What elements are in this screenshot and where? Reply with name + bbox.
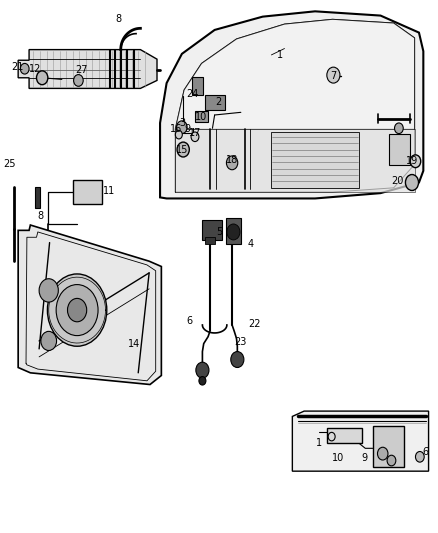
- Circle shape: [39, 279, 58, 302]
- Text: 14: 14: [128, 338, 140, 349]
- Circle shape: [227, 224, 240, 240]
- Text: 22: 22: [248, 319, 261, 329]
- Text: 24: 24: [187, 88, 199, 99]
- Polygon shape: [175, 130, 415, 192]
- Circle shape: [177, 121, 187, 134]
- Circle shape: [67, 298, 87, 322]
- Circle shape: [199, 376, 206, 385]
- Text: 20: 20: [391, 176, 403, 187]
- Circle shape: [20, 63, 29, 74]
- Circle shape: [387, 455, 396, 466]
- Text: 19: 19: [406, 156, 418, 166]
- Polygon shape: [292, 411, 428, 471]
- Bar: [192, 77, 203, 95]
- Text: 9: 9: [361, 453, 367, 463]
- Circle shape: [406, 174, 419, 190]
- Text: 21: 21: [11, 62, 24, 72]
- Circle shape: [41, 332, 57, 351]
- Circle shape: [410, 155, 421, 167]
- Text: 11: 11: [103, 186, 115, 196]
- Bar: [226, 217, 241, 244]
- Bar: [35, 187, 40, 208]
- Text: 9: 9: [184, 124, 191, 134]
- Circle shape: [56, 285, 98, 336]
- Text: 7: 7: [330, 71, 336, 81]
- Circle shape: [395, 123, 403, 134]
- Bar: [272, 132, 359, 188]
- Text: 12: 12: [29, 64, 42, 74]
- Text: 17: 17: [189, 127, 201, 138]
- Text: 23: 23: [234, 337, 246, 347]
- Polygon shape: [160, 11, 424, 198]
- Text: 25: 25: [3, 159, 16, 169]
- Bar: [327, 428, 362, 443]
- Text: 1: 1: [277, 50, 283, 60]
- Circle shape: [378, 447, 388, 460]
- Text: 1: 1: [315, 438, 321, 448]
- Text: 6: 6: [422, 447, 428, 456]
- Text: 3: 3: [179, 118, 185, 128]
- Bar: [205, 95, 225, 110]
- Text: 16: 16: [170, 124, 182, 134]
- Circle shape: [226, 156, 238, 169]
- Text: 10: 10: [332, 453, 344, 463]
- Circle shape: [231, 352, 244, 368]
- Circle shape: [47, 274, 107, 346]
- Text: 4: 4: [247, 239, 254, 249]
- Circle shape: [196, 362, 209, 378]
- Bar: [195, 111, 208, 122]
- Bar: [389, 134, 410, 165]
- Bar: [373, 426, 404, 467]
- Circle shape: [36, 71, 48, 85]
- Text: 10: 10: [195, 111, 208, 122]
- Text: 15: 15: [176, 144, 188, 155]
- Polygon shape: [18, 225, 161, 384]
- Text: 6: 6: [186, 316, 192, 326]
- Circle shape: [191, 132, 199, 142]
- Circle shape: [177, 142, 189, 157]
- Text: 2: 2: [215, 96, 221, 107]
- Text: 8: 8: [38, 211, 44, 221]
- Circle shape: [175, 131, 182, 139]
- Polygon shape: [18, 50, 157, 88]
- Polygon shape: [175, 19, 415, 130]
- Bar: [73, 180, 102, 204]
- Text: 8: 8: [116, 14, 122, 25]
- Bar: [205, 237, 215, 244]
- Bar: [202, 220, 222, 240]
- Circle shape: [416, 451, 424, 462]
- Circle shape: [327, 67, 340, 83]
- Text: 18: 18: [226, 155, 238, 165]
- Text: 5: 5: [216, 227, 222, 237]
- Circle shape: [74, 75, 83, 86]
- Text: 27: 27: [75, 65, 88, 75]
